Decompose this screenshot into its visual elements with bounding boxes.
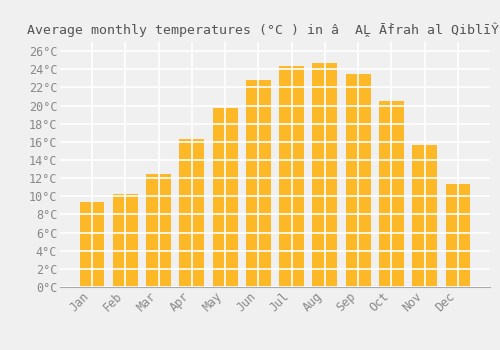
Bar: [412, 145, 437, 287]
Bar: [246, 80, 271, 287]
Bar: [312, 63, 338, 287]
Bar: [379, 101, 404, 287]
Bar: [180, 139, 204, 287]
Bar: [279, 65, 304, 287]
Bar: [146, 175, 171, 287]
Bar: [212, 108, 238, 287]
Bar: [113, 194, 138, 287]
Bar: [80, 202, 104, 287]
Bar: [446, 184, 470, 287]
Bar: [346, 74, 370, 287]
Title: Average monthly temperatures (°C ) in â  AḼ Āḟrah al QiblīŶyah: Average monthly temperatures (°C ) in â …: [27, 22, 500, 37]
